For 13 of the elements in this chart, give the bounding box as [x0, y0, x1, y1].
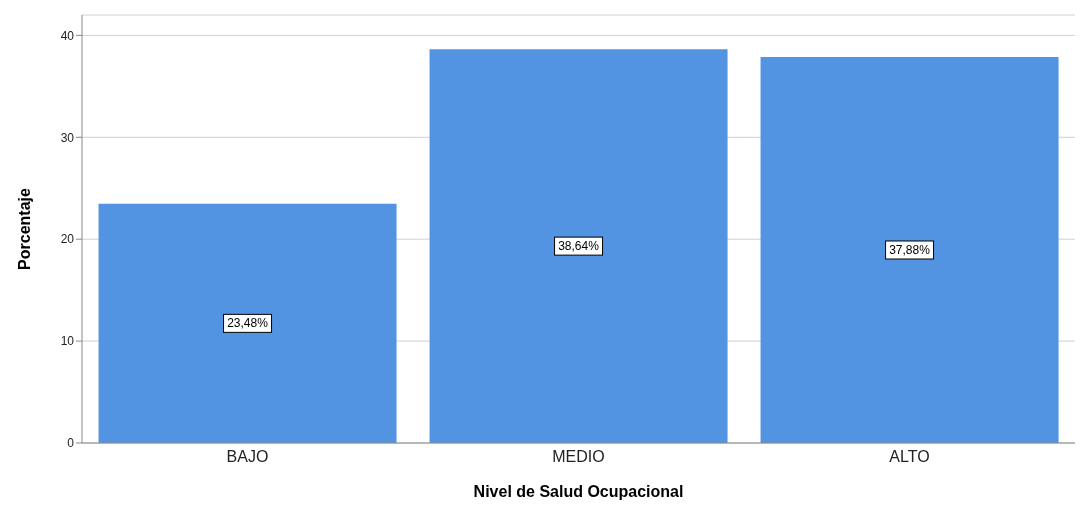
- y-axis-title: Porcentaje: [15, 187, 33, 270]
- y-tick-label: 30: [60, 130, 75, 145]
- data-label: 38,64%: [558, 239, 600, 254]
- y-tick-label: 10: [60, 334, 75, 349]
- data-label: 23,48%: [227, 316, 269, 331]
- y-tick-label: 0: [67, 436, 75, 451]
- x-axis-title: Nivel de Salud Ocupacional: [473, 483, 684, 500]
- x-tick-label: BAJO: [226, 448, 269, 466]
- x-tick-label: ALTO: [889, 448, 930, 466]
- y-tick-label: 20: [60, 232, 75, 247]
- data-label: 37,88%: [889, 242, 931, 257]
- y-tick-label: 40: [60, 28, 75, 43]
- x-tick-label: MEDIO: [552, 448, 605, 466]
